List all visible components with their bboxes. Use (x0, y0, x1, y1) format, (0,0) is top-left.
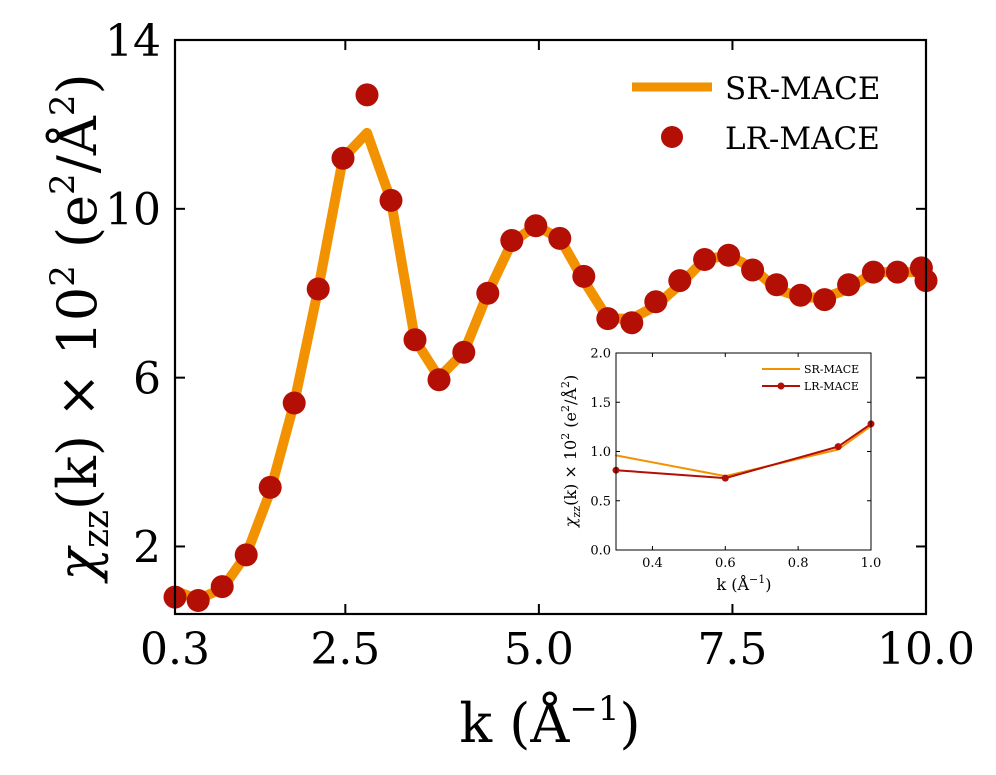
data-point-lr-mace (258, 475, 282, 499)
main-y-axis-label: χzz(k) × 102 (e2/Å2) (43, 73, 117, 584)
inset-series-line-lr-mace (615, 422, 872, 480)
data-point-lr-mace (306, 277, 330, 301)
data-point-lr-mace (524, 214, 548, 238)
inset-y-tick-label: 0.0 (590, 544, 611, 559)
data-point-lr-mace (789, 283, 813, 307)
data-point-lr-mace (282, 391, 306, 415)
inset-y-axis-label: χzz(k) × 102 (e2/Å2) (559, 375, 583, 528)
y-tick-label: 6 (133, 353, 161, 404)
main-ticks: 0.3 2.5 5.0 7.5 10.0 2 6 10 14 (105, 16, 975, 675)
data-point-lr-mace (668, 269, 692, 293)
data-point-lr-mace (548, 226, 572, 250)
legend-label-sr-mace: SR-MACE (725, 71, 881, 107)
data-point-lr-mace (210, 575, 234, 599)
inset-x-axis-label: k (Å−1) (716, 573, 771, 594)
data-point-lr-mace (403, 328, 427, 352)
data-point-lr-mace (765, 273, 789, 297)
data-point-lr-mace (837, 273, 861, 297)
main-x-axis-label: k (Å−1) (459, 689, 640, 755)
data-point-lr-mace (476, 281, 500, 305)
inset-series-layer (612, 420, 875, 482)
main-legend: SR-MACE LR-MACE (632, 71, 881, 157)
main-plot-frame (173, 38, 928, 616)
data-point-lr-mace (572, 264, 596, 288)
data-point-lr-mace (186, 589, 210, 612)
data-point-lr-mace (620, 311, 644, 335)
inset-legend-label-lr-mace: LR-MACE (804, 380, 859, 393)
data-point-lr-mace (596, 307, 620, 331)
data-point-lr-mace (452, 340, 476, 364)
data-point-lr-mace (379, 188, 403, 212)
inset-y-tick-label: 1.5 (590, 396, 611, 411)
inset-ticks: 0.4 0.6 0.8 1.0 0.0 0.5 1.0 1.5 2.0 (590, 347, 881, 571)
inset-data-point-lr-mace (834, 443, 842, 451)
legend-marker-lr-mace (661, 126, 683, 148)
data-point-lr-mace (355, 83, 379, 107)
data-point-lr-mace (813, 288, 837, 312)
data-point-lr-mace (427, 368, 451, 392)
y-tick-label: 2 (133, 522, 161, 573)
data-point-lr-mace (234, 543, 258, 567)
inset-legend: SR-MACE LR-MACE (762, 363, 859, 393)
inset-data-point-lr-mace (721, 474, 729, 482)
data-point-lr-mace (331, 146, 355, 170)
inset-y-tick-label: 2.0 (590, 347, 611, 362)
main-plot: 0.3 2.5 5.0 7.5 10.0 2 6 10 14 SR-MACE LR-MACE k… (43, 16, 975, 755)
x-tick-label: 7.5 (697, 624, 767, 675)
inset-x-tick-label: 0.6 (715, 556, 736, 571)
data-point-lr-mace (717, 243, 741, 267)
inset-y-tick-label: 1.0 (590, 445, 611, 460)
x-tick-label: 5.0 (504, 624, 574, 675)
x-tick-label: 0.3 (140, 624, 210, 675)
main-series-layer (163, 83, 938, 612)
legend-label-lr-mace: LR-MACE (725, 121, 880, 157)
data-point-lr-mace (500, 229, 524, 252)
y-tick-label: 14 (105, 16, 161, 67)
y-tick-label: 10 (105, 185, 161, 236)
data-point-lr-mace (861, 260, 885, 284)
inset-plot: 0.4 0.6 0.8 1.0 0.0 0.5 1.0 1.5 2.0 SR-MACE LR-M… (559, 347, 881, 594)
data-point-lr-mace (885, 260, 909, 284)
inset-legend-label-sr-mace: SR-MACE (804, 363, 859, 376)
data-point-lr-mace (693, 248, 717, 271)
inset-y-tick-label: 0.5 (590, 494, 611, 509)
inset-x-tick-label: 1.0 (861, 556, 882, 571)
data-point-lr-mace (741, 258, 765, 282)
data-point-lr-mace (644, 290, 668, 314)
inset-legend-marker-lr-mace (777, 382, 785, 390)
inset-x-tick-label: 0.8 (788, 556, 809, 571)
x-tick-label: 2.5 (310, 624, 380, 675)
x-tick-label: 10.0 (877, 624, 975, 675)
inset-x-tick-label: 0.4 (642, 556, 663, 571)
